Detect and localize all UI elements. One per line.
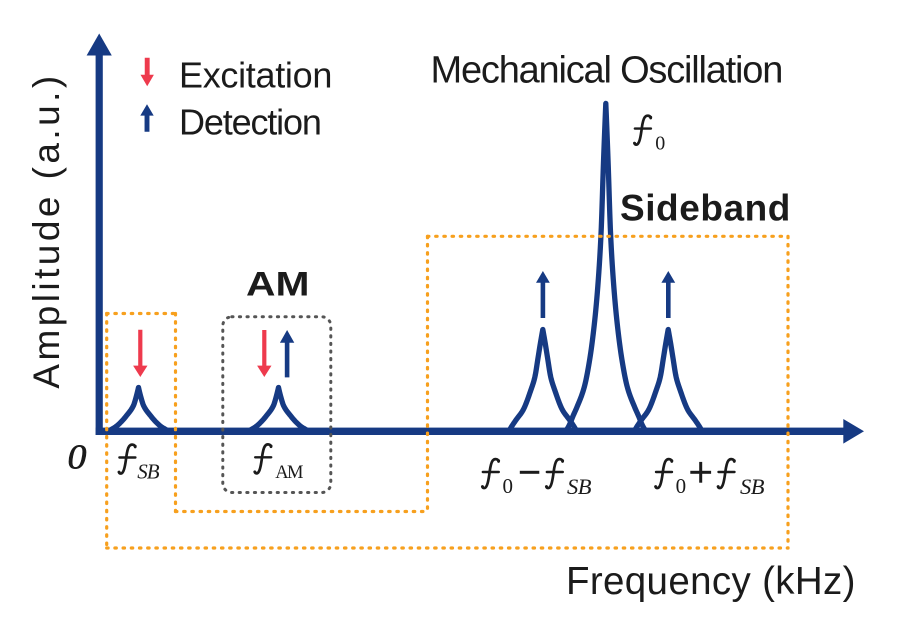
svg-text:0: 0: [503, 474, 514, 498]
svg-text:SB: SB: [567, 474, 592, 499]
svg-text:Frequency (kHz): Frequency (kHz): [566, 560, 856, 603]
svg-text:SB: SB: [137, 460, 160, 484]
svg-text:0: 0: [68, 437, 88, 476]
svg-text:AM: AM: [246, 266, 310, 304]
svg-text:Mechanical Oscillation: Mechanical Oscillation: [431, 49, 783, 91]
svg-text:Excitation: Excitation: [179, 54, 332, 95]
svg-text:Detection: Detection: [179, 102, 321, 143]
svg-text:0: 0: [676, 474, 687, 498]
svg-text:SB: SB: [740, 474, 765, 499]
svg-text:AM: AM: [275, 463, 303, 483]
svg-text:Sideband: Sideband: [620, 187, 791, 228]
svg-text:0: 0: [655, 133, 665, 155]
svg-text:Amplitude (a.u.): Amplitude (a.u.): [26, 72, 67, 388]
